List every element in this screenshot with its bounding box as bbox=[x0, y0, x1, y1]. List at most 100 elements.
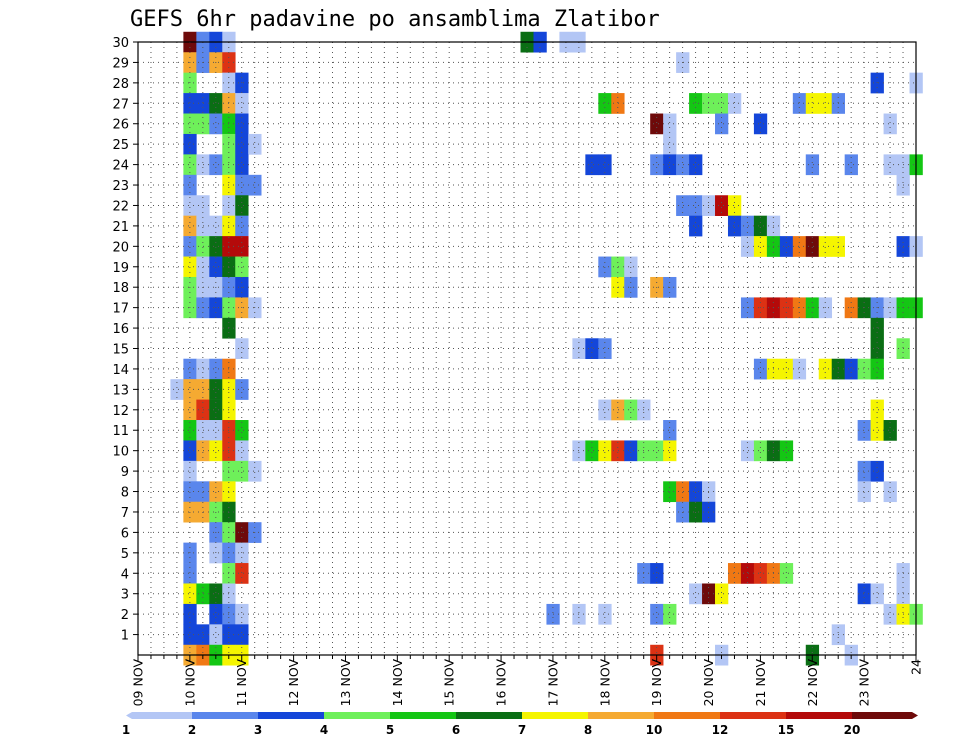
precip-cell bbox=[183, 583, 197, 605]
precip-cell bbox=[598, 399, 612, 421]
precip-cell bbox=[235, 215, 249, 237]
precip-cell bbox=[235, 133, 249, 155]
colorbar-label: 6 bbox=[452, 723, 460, 737]
precip-cell bbox=[663, 440, 677, 462]
y-tick-label: 5 bbox=[121, 547, 129, 562]
colorbar-label: 5 bbox=[386, 723, 394, 737]
precip-cell bbox=[183, 256, 197, 278]
precip-cell bbox=[183, 603, 197, 625]
precip-cell bbox=[196, 399, 210, 421]
x-tick-label: 09 NOV bbox=[131, 659, 146, 707]
y-tick-label: 16 bbox=[112, 322, 129, 337]
precip-cell bbox=[689, 93, 703, 114]
colorbar-swatch bbox=[588, 712, 654, 719]
y-tick-label: 3 bbox=[121, 588, 129, 603]
y-tick-label: 12 bbox=[112, 404, 129, 419]
precip-cell bbox=[235, 113, 249, 135]
precip-cell bbox=[753, 113, 768, 135]
precip-cell bbox=[209, 93, 223, 114]
precip-cell bbox=[209, 624, 223, 646]
precip-cell bbox=[209, 215, 223, 237]
precip-cell bbox=[196, 420, 210, 441]
x-tick-label: 20 NOV bbox=[701, 659, 716, 707]
precip-cell bbox=[183, 440, 197, 462]
precip-cell bbox=[248, 133, 262, 155]
x-axis: 09 NOV 10 NOV 11 NOV 12 NOV 13 NOV 14 NOV 15 N… bbox=[131, 655, 924, 706]
precip-cell bbox=[715, 113, 729, 135]
plot-frame bbox=[137, 41, 917, 656]
precip-cell bbox=[183, 399, 197, 421]
colorbar-label: 12 bbox=[712, 723, 729, 737]
precip-cell bbox=[183, 379, 197, 400]
precip-cell bbox=[183, 420, 197, 441]
precip-cell bbox=[689, 195, 703, 216]
precip-cell bbox=[857, 583, 871, 605]
colorbar-swatch bbox=[654, 712, 720, 719]
precip-cell bbox=[689, 481, 703, 503]
colorbar-label: 8 bbox=[584, 723, 592, 737]
precip-cell bbox=[611, 256, 625, 278]
precip-cell bbox=[753, 563, 768, 584]
precip-cell bbox=[183, 358, 197, 380]
precip-cell bbox=[883, 603, 897, 625]
colorbar-label: 20 bbox=[844, 723, 861, 737]
precip-cell bbox=[209, 481, 223, 503]
precip-cell bbox=[624, 256, 638, 278]
precip-cell bbox=[196, 195, 210, 216]
precip-cell bbox=[740, 236, 755, 257]
precip-cell bbox=[676, 195, 690, 216]
precip-cell bbox=[740, 215, 755, 237]
y-tick-label: 8 bbox=[121, 486, 129, 501]
precip-cell bbox=[792, 358, 807, 380]
chart-title: GEFS 6hr padavine po ansamblima Zlatibor bbox=[130, 7, 660, 32]
y-tick-label: 7 bbox=[121, 506, 129, 521]
data-cells bbox=[170, 31, 923, 666]
y-tick-label: 17 bbox=[112, 302, 129, 317]
precip-cell bbox=[248, 174, 262, 196]
precip-cell bbox=[235, 72, 249, 94]
precip-cell bbox=[196, 583, 210, 605]
precip-cell bbox=[650, 154, 664, 176]
y-tick-label: 24 bbox=[112, 159, 129, 174]
colorbar-label: 4 bbox=[320, 723, 328, 737]
precip-cell bbox=[870, 420, 884, 441]
precip-cell bbox=[235, 338, 249, 360]
y-tick-label: 13 bbox=[112, 383, 129, 398]
precip-cell bbox=[235, 174, 249, 196]
precip-cell bbox=[663, 154, 677, 176]
x-tick-label: 24 bbox=[909, 659, 924, 675]
x-tick-label: 17 NOV bbox=[545, 659, 560, 707]
precip-cell bbox=[689, 154, 703, 176]
precip-cell bbox=[753, 358, 768, 380]
precip-cell bbox=[209, 358, 223, 380]
precip-cell bbox=[598, 603, 612, 625]
precip-cell bbox=[585, 338, 599, 360]
precip-cell bbox=[235, 624, 249, 646]
x-tick-label: 21 NOV bbox=[753, 659, 768, 707]
precip-cell bbox=[235, 154, 249, 176]
precip-cell bbox=[235, 563, 249, 584]
y-tick-label: 19 bbox=[112, 261, 129, 276]
precip-cell bbox=[183, 624, 197, 646]
colorbar-label: 3 bbox=[254, 723, 262, 737]
precip-cell bbox=[727, 195, 742, 216]
colorbar-swatch bbox=[786, 712, 852, 719]
precip-cell bbox=[183, 174, 197, 196]
precip-cell bbox=[183, 563, 197, 584]
precip-cell bbox=[598, 256, 612, 278]
precip-cell bbox=[209, 379, 223, 400]
precip-cell bbox=[676, 481, 690, 503]
precip-cell bbox=[196, 93, 210, 114]
precip-cell bbox=[572, 338, 586, 360]
precip-cell bbox=[779, 236, 794, 257]
x-tick-label: 18 NOV bbox=[597, 659, 612, 707]
y-tick-label: 2 bbox=[121, 608, 129, 623]
precip-cell bbox=[598, 440, 612, 462]
precip-cell bbox=[572, 440, 586, 462]
y-tick-label: 6 bbox=[121, 526, 129, 541]
precip-cell bbox=[870, 338, 884, 360]
precip-cell bbox=[792, 93, 807, 114]
precip-cell bbox=[779, 440, 794, 462]
colorbar-swatch bbox=[126, 712, 192, 719]
